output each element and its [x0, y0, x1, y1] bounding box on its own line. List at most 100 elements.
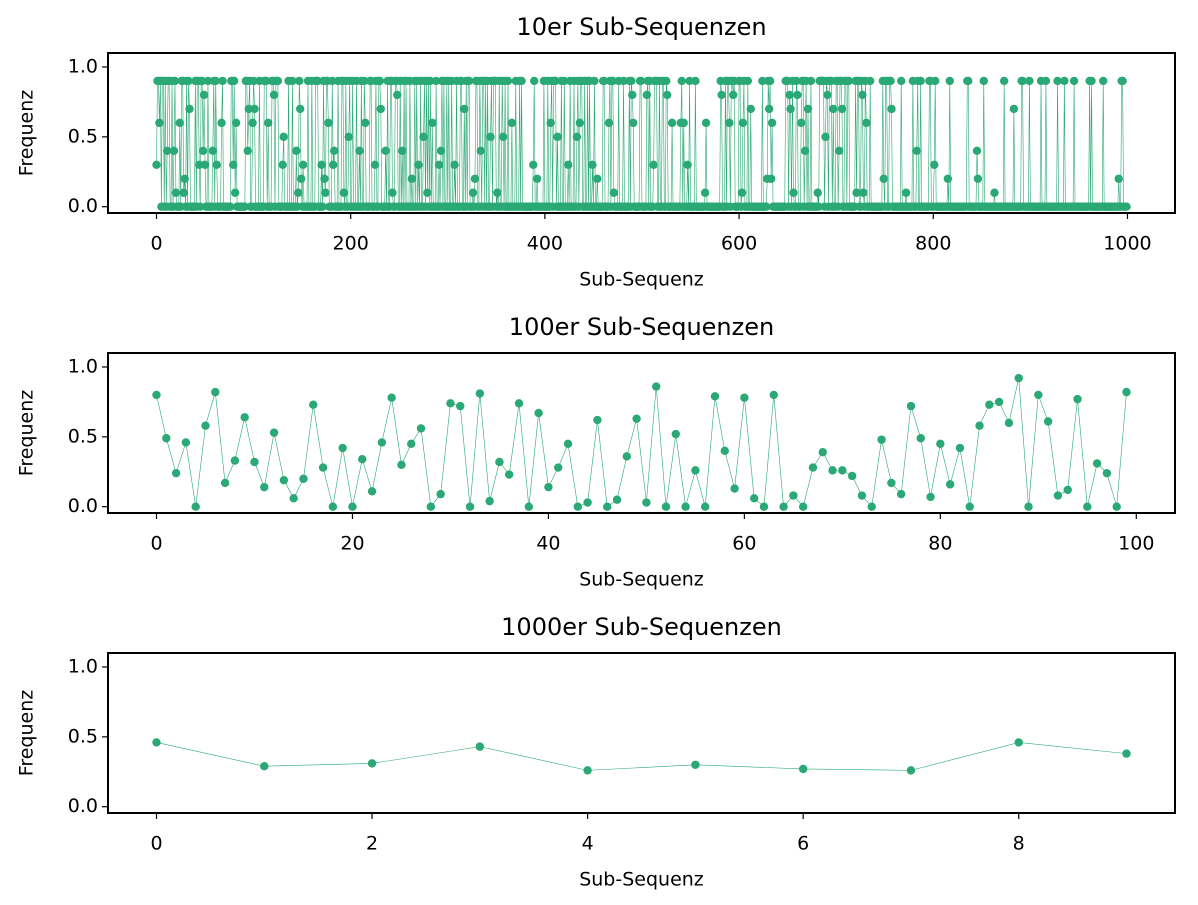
point — [649, 160, 658, 169]
point — [370, 160, 380, 169]
point — [217, 118, 226, 128]
y-axis-label: Frequenz — [16, 690, 38, 776]
point — [1014, 373, 1023, 383]
point — [434, 160, 444, 169]
point — [292, 146, 301, 156]
point — [456, 401, 465, 411]
y-tick-label: 0.5 — [68, 425, 98, 447]
point — [671, 429, 680, 439]
point — [198, 146, 208, 156]
point — [476, 146, 486, 156]
point — [339, 188, 349, 197]
point — [691, 760, 700, 769]
point — [931, 76, 940, 86]
point — [930, 160, 939, 169]
point — [220, 478, 230, 488]
point — [475, 389, 485, 398]
point — [906, 401, 916, 411]
point — [590, 76, 599, 86]
point — [1114, 174, 1123, 183]
point — [397, 460, 406, 469]
series-line — [156, 378, 1127, 508]
point — [195, 160, 204, 169]
point — [212, 160, 221, 169]
point — [355, 146, 364, 156]
point — [767, 118, 777, 128]
point — [651, 382, 661, 391]
point — [785, 90, 794, 100]
point — [436, 489, 445, 499]
point — [329, 146, 339, 156]
point — [865, 76, 875, 86]
point — [599, 76, 609, 86]
point — [294, 188, 303, 197]
point — [155, 118, 164, 128]
point — [288, 76, 297, 86]
point — [965, 502, 974, 511]
point — [162, 434, 171, 443]
point — [619, 76, 628, 86]
y-tick-label: 0.5 — [68, 125, 98, 147]
point — [180, 174, 189, 183]
point — [240, 202, 250, 211]
point — [797, 118, 806, 128]
point — [208, 146, 218, 156]
point — [296, 174, 306, 183]
point — [328, 502, 338, 511]
point — [691, 76, 700, 86]
point — [844, 76, 854, 86]
point — [218, 76, 227, 86]
point — [628, 90, 637, 100]
point — [808, 463, 818, 472]
point — [211, 387, 220, 397]
point — [514, 399, 524, 408]
y-axis-label: Frequenz — [16, 390, 38, 476]
x-axis-label: Sub-Sequenz — [579, 869, 704, 891]
point — [622, 452, 632, 461]
y-tick-label: 1.0 — [68, 55, 98, 77]
point — [603, 502, 612, 511]
point — [279, 132, 288, 142]
point — [416, 424, 426, 433]
point — [360, 76, 369, 86]
point — [299, 474, 308, 483]
point — [328, 76, 337, 86]
x-tick-label: 4 — [582, 833, 594, 855]
point — [470, 174, 480, 183]
point — [972, 146, 982, 156]
point — [717, 90, 726, 100]
point — [348, 502, 357, 511]
point — [583, 766, 592, 775]
point — [524, 502, 534, 511]
point — [388, 188, 397, 197]
point — [994, 397, 1004, 407]
point — [973, 174, 983, 183]
point — [1004, 418, 1014, 428]
point — [551, 76, 560, 86]
point — [184, 76, 193, 86]
point — [806, 76, 816, 86]
point — [503, 76, 513, 86]
point — [636, 76, 646, 86]
point — [821, 132, 830, 142]
subplot-title: 10er Sub-Sequenzen — [516, 13, 766, 41]
point — [759, 502, 769, 511]
point — [263, 118, 273, 128]
point — [943, 174, 953, 183]
point — [169, 146, 179, 156]
point — [743, 76, 753, 86]
point — [1087, 76, 1096, 86]
point — [572, 132, 582, 142]
point — [397, 146, 407, 156]
subplot-title: 100er Sub-Sequenzen — [509, 313, 774, 341]
point — [318, 202, 327, 211]
point — [1112, 502, 1121, 511]
point — [814, 202, 823, 211]
point — [700, 188, 710, 197]
point — [837, 104, 847, 114]
point — [612, 495, 622, 504]
point — [852, 188, 861, 197]
point — [393, 90, 402, 100]
axes-frame — [107, 52, 1176, 214]
